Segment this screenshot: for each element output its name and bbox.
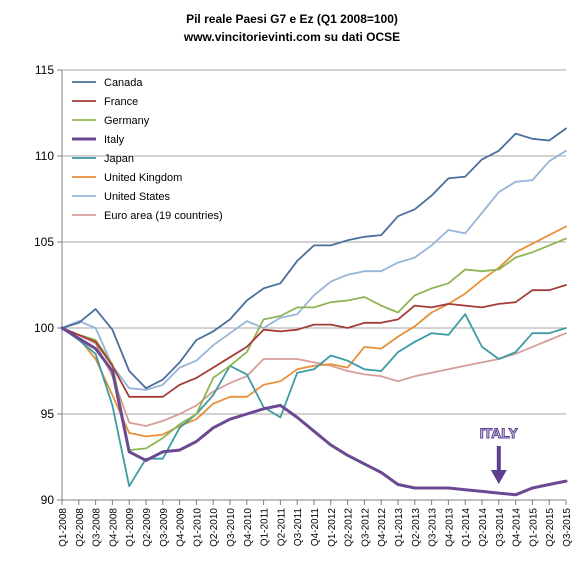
x-tick-label: Q1-2009 — [125, 508, 136, 547]
x-tick-label: Q4-2008 — [108, 508, 119, 547]
x-tick-label: Q3-2013 — [428, 508, 439, 547]
x-tick-label: Q2-2013 — [411, 508, 422, 547]
series-line-france — [61, 284, 567, 398]
chart-subtitle: www.vincitorievinti.com su dati OCSE — [183, 30, 400, 44]
y-tick-label: 90 — [41, 493, 55, 507]
x-tick-label: Q3-2009 — [159, 508, 170, 547]
x-tick-label: Q3-2015 — [562, 508, 573, 547]
x-tick-label: Q2-2014 — [478, 508, 489, 547]
x-tick-label: Q4-2011 — [310, 508, 321, 547]
legend-label-italy: Italy — [104, 134, 125, 146]
x-tick-label: Q2-2015 — [545, 508, 556, 547]
y-tick-label: 100 — [34, 321, 54, 335]
annotation: ITALY — [479, 425, 519, 484]
x-tick-label: Q2-2009 — [142, 508, 153, 547]
y-tick-label: 110 — [35, 149, 54, 163]
legend-label-united-kingdom: United Kingdom — [104, 172, 182, 184]
x-tick-label: Q2-2012 — [344, 508, 355, 547]
x-tick-label: Q1-2013 — [394, 508, 405, 547]
y-tick-label: 115 — [35, 63, 54, 77]
series-line-united-states — [61, 149, 567, 391]
x-tick-label: Q1-2011 — [260, 508, 271, 547]
legend-label-canada: Canada — [104, 77, 143, 89]
legend-label-euro-area-19-countries: Euro area (19 countries) — [104, 210, 223, 222]
legend-label-japan: Japan — [104, 153, 134, 165]
legend-label-france: France — [104, 96, 138, 108]
y-tick-label: 95 — [41, 407, 55, 421]
series-line-germany — [61, 237, 567, 452]
y-axis: 90 95 100 105 110 115 — [34, 63, 63, 507]
x-tick-label: Q3-2011 — [293, 508, 304, 547]
series-lines — [60, 127, 568, 497]
x-tick-label: Q4-2014 — [512, 508, 523, 547]
annotation-arrow-head — [490, 470, 507, 484]
x-tick-label: Q4-2010 — [243, 508, 254, 547]
plot-area — [62, 70, 566, 500]
x-tick-label: Q3-2012 — [360, 508, 371, 547]
x-tick-label: Q3-2014 — [495, 508, 506, 547]
series-line-canada — [61, 127, 567, 390]
x-axis: Q1-2008 Q2-2008 Q3-2008 Q4-2008 Q1-2009 Q2-20… — [58, 499, 573, 547]
x-tick-label: Q1-2008 — [58, 508, 69, 547]
series-line-euro-area-19-countries — [61, 327, 567, 427]
series-line-united-kingdom — [61, 225, 567, 438]
legend-label-germany: Germany — [104, 115, 150, 127]
x-tick-label: Q4-2012 — [377, 508, 388, 547]
series-line-japan — [61, 313, 567, 488]
x-tick-label: Q1-2015 — [528, 508, 539, 547]
annotation-label: ITALY — [480, 425, 519, 441]
x-tick-label: Q1-2010 — [192, 508, 203, 547]
legend-label-united-states: United States — [104, 191, 171, 203]
x-tick-label: Q4-2013 — [444, 508, 455, 547]
x-tick-label: Q1-2014 — [461, 508, 472, 547]
chart-title: Pil reale Paesi G7 e Ez (Q1 2008=100) — [186, 12, 398, 26]
x-tick-label: Q1-2012 — [327, 508, 338, 547]
legend: Canada France Germany Italy Japan United King… — [72, 77, 223, 222]
x-tick-label: Q2-2008 — [75, 508, 86, 547]
x-tick-label: Q2-2010 — [209, 508, 220, 547]
gridlines — [62, 69, 566, 415]
x-tick-label: Q2-2011 — [276, 508, 287, 547]
x-tick-label: Q4-2009 — [176, 508, 187, 547]
x-tick-label: Q3-2008 — [92, 508, 103, 547]
x-tick-label: Q3-2010 — [226, 508, 237, 547]
y-tick-label: 105 — [34, 235, 54, 249]
series-line-italy — [60, 326, 568, 497]
